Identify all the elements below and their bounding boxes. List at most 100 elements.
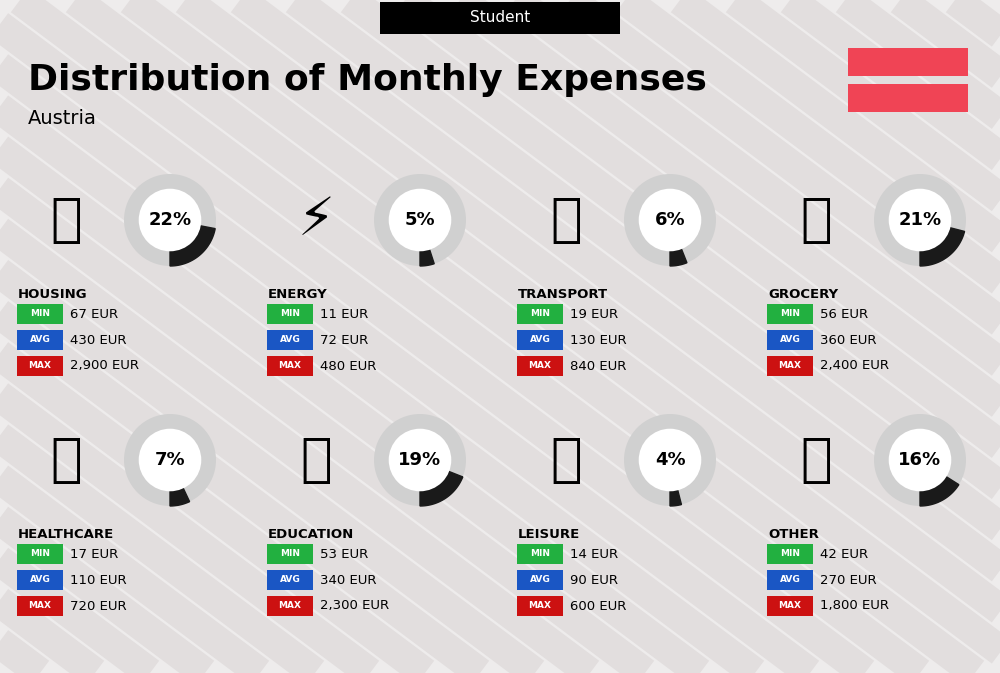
FancyBboxPatch shape [767, 544, 813, 564]
FancyBboxPatch shape [517, 570, 563, 590]
Text: AVG: AVG [30, 336, 50, 345]
Text: LEISURE: LEISURE [518, 528, 580, 541]
FancyBboxPatch shape [17, 570, 63, 590]
FancyBboxPatch shape [517, 304, 563, 324]
FancyBboxPatch shape [17, 356, 63, 376]
Text: 14 EUR: 14 EUR [570, 548, 618, 561]
Circle shape [124, 414, 216, 506]
Polygon shape [420, 472, 463, 506]
Text: 2,300 EUR: 2,300 EUR [320, 600, 389, 612]
Text: Austria: Austria [28, 108, 97, 127]
Text: GROCERY: GROCERY [768, 288, 838, 301]
Text: 19 EUR: 19 EUR [570, 308, 618, 320]
Text: 360 EUR: 360 EUR [820, 334, 876, 347]
Text: 11 EUR: 11 EUR [320, 308, 368, 320]
Text: 17 EUR: 17 EUR [70, 548, 118, 561]
FancyBboxPatch shape [267, 544, 313, 564]
Circle shape [374, 174, 466, 266]
FancyBboxPatch shape [767, 596, 813, 616]
Text: 🏢: 🏢 [50, 194, 82, 246]
Polygon shape [170, 226, 215, 266]
FancyBboxPatch shape [380, 2, 620, 34]
Text: 430 EUR: 430 EUR [70, 334, 126, 347]
Text: 90 EUR: 90 EUR [570, 573, 618, 586]
Text: MIN: MIN [30, 310, 50, 318]
FancyBboxPatch shape [767, 330, 813, 350]
Text: OTHER: OTHER [768, 528, 819, 541]
Text: AVG: AVG [780, 336, 800, 345]
Text: MIN: MIN [530, 310, 550, 318]
Text: 6%: 6% [655, 211, 685, 229]
FancyBboxPatch shape [517, 330, 563, 350]
Text: HEALTHCARE: HEALTHCARE [18, 528, 114, 541]
Text: HOUSING: HOUSING [18, 288, 88, 301]
Circle shape [874, 174, 966, 266]
Text: MAX: MAX [28, 361, 52, 371]
Text: 1,800 EUR: 1,800 EUR [820, 600, 889, 612]
Text: MAX: MAX [778, 602, 802, 610]
Text: MIN: MIN [530, 549, 550, 559]
Text: 42 EUR: 42 EUR [820, 548, 868, 561]
FancyBboxPatch shape [267, 596, 313, 616]
FancyBboxPatch shape [517, 356, 563, 376]
Text: AVG: AVG [780, 575, 800, 584]
FancyBboxPatch shape [767, 304, 813, 324]
Polygon shape [920, 476, 959, 506]
Text: EDUCATION: EDUCATION [268, 528, 354, 541]
Circle shape [389, 188, 451, 251]
Circle shape [889, 429, 951, 491]
Polygon shape [170, 489, 190, 506]
Text: 16%: 16% [898, 451, 942, 469]
Text: 480 EUR: 480 EUR [320, 359, 376, 372]
Text: 2,400 EUR: 2,400 EUR [820, 359, 889, 372]
Polygon shape [670, 249, 687, 266]
Text: 600 EUR: 600 EUR [570, 600, 626, 612]
Text: 🚌: 🚌 [550, 194, 582, 246]
Text: MAX: MAX [528, 361, 552, 371]
FancyBboxPatch shape [517, 544, 563, 564]
FancyBboxPatch shape [17, 330, 63, 350]
Circle shape [639, 188, 701, 251]
Text: 4%: 4% [655, 451, 685, 469]
Text: Student: Student [470, 11, 530, 26]
Text: 19%: 19% [398, 451, 442, 469]
Text: MAX: MAX [778, 361, 802, 371]
Circle shape [139, 188, 201, 251]
Text: AVG: AVG [280, 336, 300, 345]
Circle shape [624, 414, 716, 506]
Text: AVG: AVG [530, 575, 550, 584]
FancyBboxPatch shape [848, 84, 968, 112]
Text: MAX: MAX [278, 361, 302, 371]
Text: 720 EUR: 720 EUR [70, 600, 127, 612]
Text: TRANSPORT: TRANSPORT [518, 288, 608, 301]
Text: 7%: 7% [155, 451, 185, 469]
Text: ENERGY: ENERGY [268, 288, 328, 301]
Text: 22%: 22% [148, 211, 192, 229]
Circle shape [389, 429, 451, 491]
Circle shape [639, 429, 701, 491]
Circle shape [139, 429, 201, 491]
Text: MAX: MAX [278, 602, 302, 610]
Polygon shape [920, 227, 965, 266]
Text: 56 EUR: 56 EUR [820, 308, 868, 320]
Text: 5%: 5% [405, 211, 435, 229]
Circle shape [374, 414, 466, 506]
Circle shape [124, 174, 216, 266]
FancyBboxPatch shape [17, 304, 63, 324]
Text: 110 EUR: 110 EUR [70, 573, 127, 586]
FancyBboxPatch shape [17, 544, 63, 564]
Text: 130 EUR: 130 EUR [570, 334, 627, 347]
Text: MIN: MIN [780, 549, 800, 559]
FancyBboxPatch shape [517, 596, 563, 616]
Text: 🛒: 🛒 [800, 194, 832, 246]
Circle shape [889, 188, 951, 251]
FancyBboxPatch shape [267, 304, 313, 324]
Text: 270 EUR: 270 EUR [820, 573, 877, 586]
FancyBboxPatch shape [17, 596, 63, 616]
FancyBboxPatch shape [767, 356, 813, 376]
Text: 🎓: 🎓 [300, 434, 332, 486]
Text: AVG: AVG [280, 575, 300, 584]
FancyBboxPatch shape [267, 330, 313, 350]
Text: 72 EUR: 72 EUR [320, 334, 368, 347]
Text: MIN: MIN [780, 310, 800, 318]
